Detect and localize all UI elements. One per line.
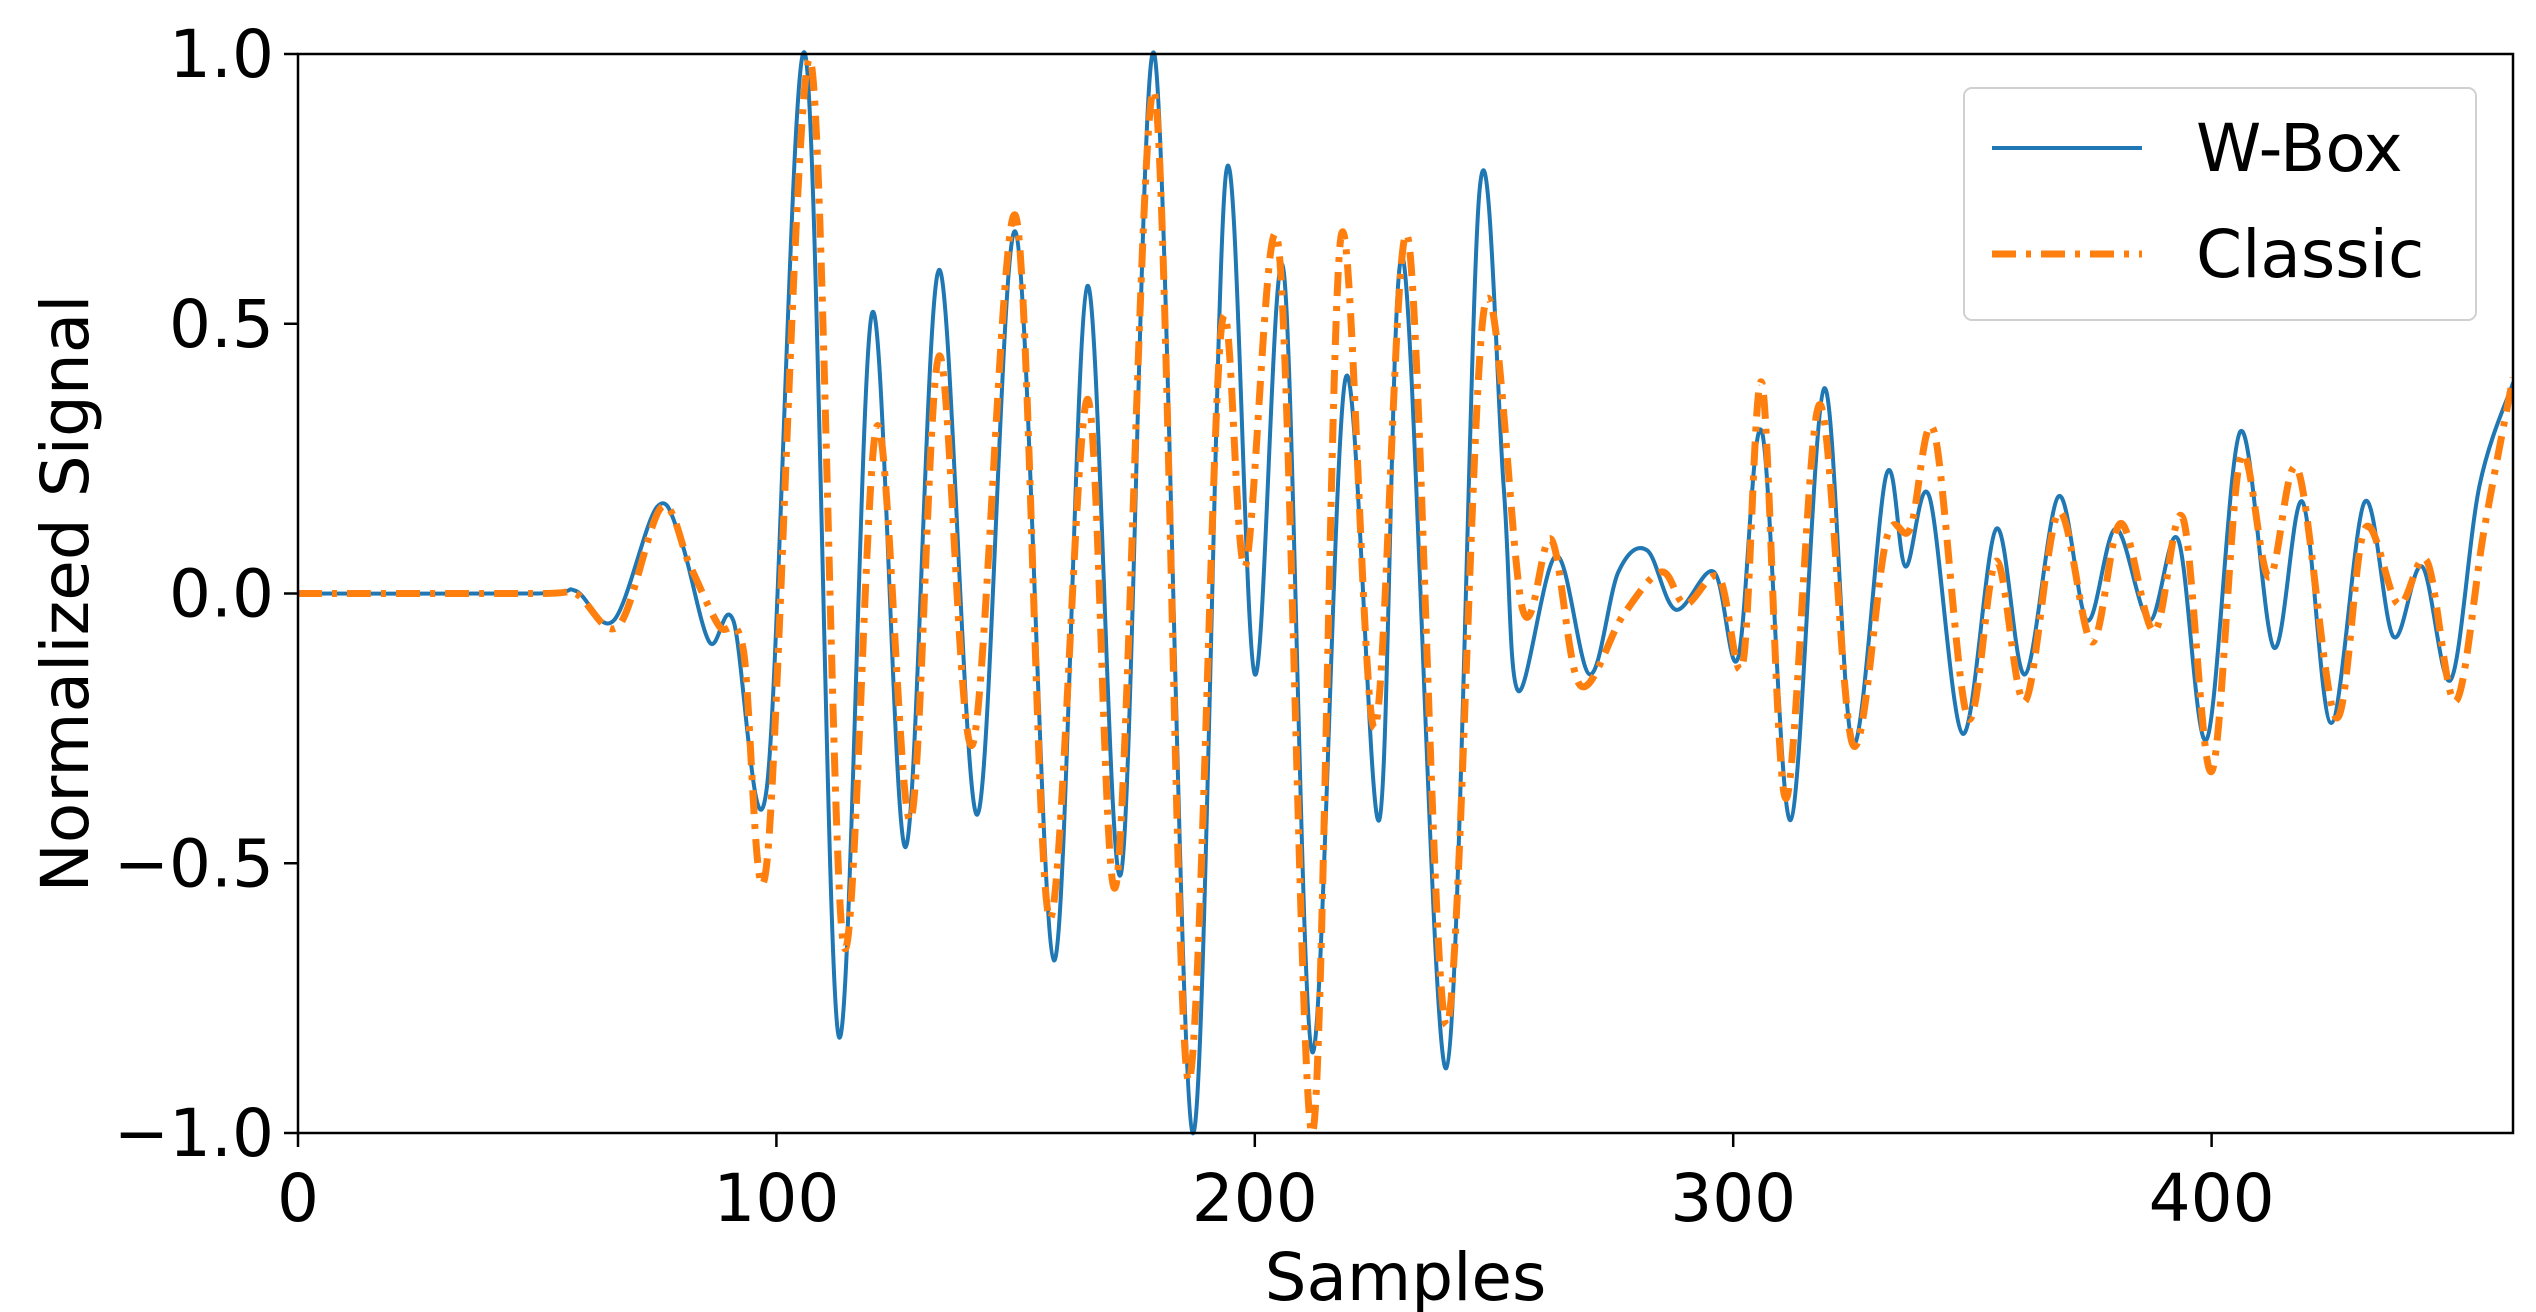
y-axis-label: Normalized Signal [27,295,104,893]
y-tick-label: −1.0 [114,1095,274,1172]
x-tick-label: 0 [277,1160,319,1237]
series-layer [298,50,2513,1137]
y-axis: −1.0 −0.5 0.0 0.5 1.0 [114,16,298,1172]
x-axis-label: Samples [1265,1239,1547,1312]
legend: W-Box Classic [1963,87,2477,321]
x-tick-label: 300 [1670,1160,1796,1237]
y-tick-label: 1.0 [169,16,274,93]
legend-label-classic: Classic [2196,216,2424,293]
x-tick-label: 200 [1192,1160,1318,1237]
x-axis: 0 100 200 300 400 [277,1133,2275,1237]
y-tick-label: −0.5 [114,825,274,902]
legend-label-w-box: W-Box [2196,110,2403,187]
y-tick-label: 0.5 [169,286,274,363]
x-tick-label: 100 [713,1160,839,1237]
series-line-classic [298,55,2513,1137]
y-tick-label: 0.0 [169,556,274,633]
x-tick-label: 400 [2149,1160,2275,1237]
